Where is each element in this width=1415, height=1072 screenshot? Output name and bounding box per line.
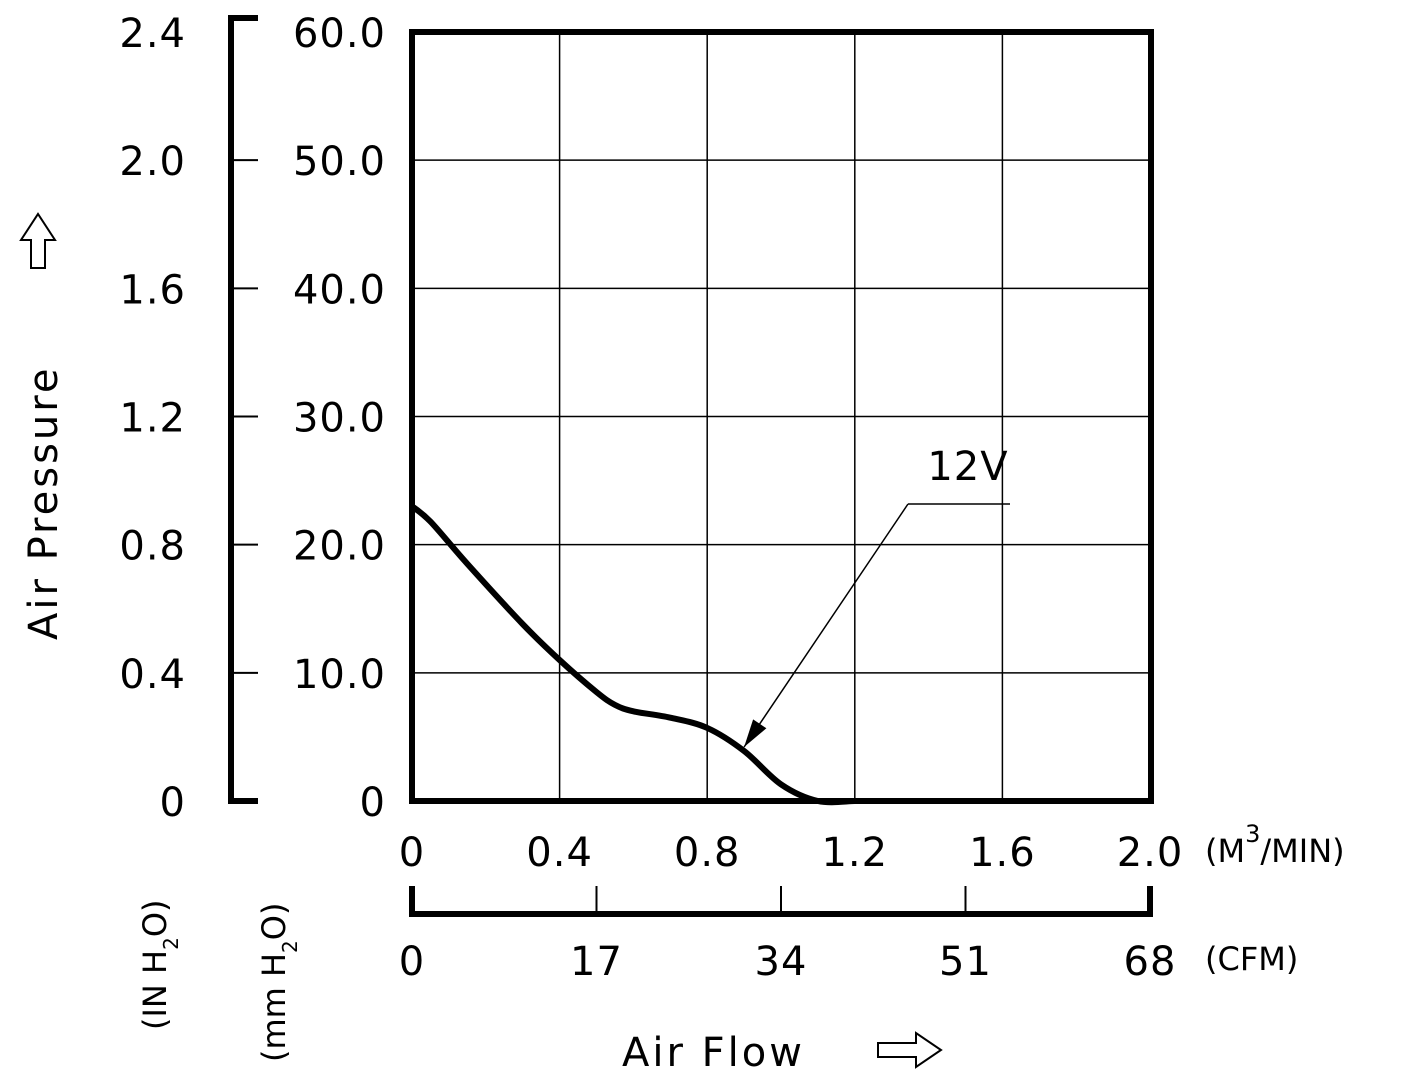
y-tick-label-in: 0.8 [119,524,186,570]
y-tick-label-mm: 40.0 [293,267,386,313]
y-unit-in-pre: (IN H [136,950,174,1030]
x-tick-label: 2.0 [1117,830,1184,876]
x-unit-secondary: (CFM) [1205,940,1298,978]
cfm-tick-label: 17 [570,939,623,985]
series-line-12v [410,503,866,806]
x-axis-title: Air Flow [622,1030,805,1072]
y-tick-label-mm: 0 [360,780,386,826]
y-unit-in-sub: 2 [159,937,183,950]
x-unit-primary-pre: (M [1205,832,1245,870]
annotation-group: 12V [743,444,1010,748]
y-axis-tick-marks [231,159,258,674]
cfm-tick-label: 68 [1124,939,1177,985]
y-unit-mm-sub: 2 [278,940,302,953]
annotation-arrowhead [744,719,767,748]
y-tick-label-in: 0 [160,780,186,826]
y-tick-label-mm: 20.0 [293,524,386,570]
y-tick-label-mm: 50.0 [293,139,386,185]
y-tick-label-mm: 10.0 [293,652,386,698]
y-tick-label-in: 2.0 [119,139,186,185]
cfm-tick-marks [595,886,967,914]
x-tick-label: 0 [399,830,425,876]
y-tick-label-mm: 60.0 [293,11,386,57]
x-unit-primary-post: /MIN) [1260,832,1344,870]
grid-lines [412,32,1150,801]
y-unit-mm-h2o: (mm H2O) [255,903,302,1062]
x-tick-label: 1.2 [821,830,888,876]
x-tick-label: 0.8 [674,830,741,876]
cfm-tick-label: 0 [399,939,425,985]
y-tick-label-in: 1.6 [119,267,186,313]
y-unit-mm-post: O) [255,903,293,941]
x-unit-primary: (M3/MIN) [1205,820,1345,870]
series-label-12v: 12V [927,444,1008,490]
y-tick-label-mm: 30.0 [293,396,386,442]
y-tick-label-in: 1.2 [119,396,186,442]
right-arrow-icon [877,1031,943,1069]
y-tick-labels-in: 0 0.4 0.8 1.2 1.6 2.0 2.4 [119,11,186,826]
plot-frame [409,29,1154,804]
y-axis-bracket [228,15,258,804]
x-tick-labels-m3min: 0 0.4 0.8 1.2 1.6 2.0 [399,830,1184,876]
y-unit-in-h2o: (IN H2O) [136,900,183,1031]
y-unit-in-post: O) [136,900,174,938]
cfm-tick-label: 51 [939,939,992,985]
up-arrow-icon [19,212,57,269]
x-unit-primary-sup: 3 [1245,820,1260,848]
cfm-tick-labels: 0 17 34 51 68 [399,939,1177,985]
y-unit-mm-pre: (mm H [255,953,293,1062]
y-axis-title: Air Pressure [21,366,67,640]
y-tick-labels-mm: 0 10.0 20.0 30.0 40.0 50.0 60.0 [293,11,386,826]
cfm-tick-label: 34 [755,939,808,985]
y-tick-label-in: 0.4 [119,652,186,698]
annotation-leader-diagonal [743,503,909,748]
x-tick-label: 0.4 [526,830,593,876]
x-tick-label: 1.6 [969,830,1036,876]
y-tick-label-in: 2.4 [119,11,186,57]
series-group [410,503,866,806]
